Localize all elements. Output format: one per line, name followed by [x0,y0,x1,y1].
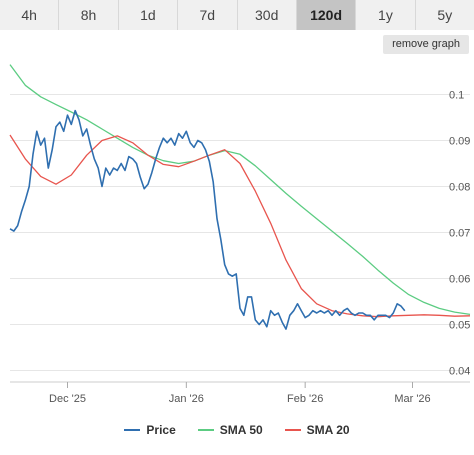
legend-item-sma50[interactable]: SMA 50 [197,420,263,440]
tab-4h[interactable]: 4h [0,0,60,30]
tab-30d[interactable]: 30d [237,0,297,30]
y-tick-label: 0.08 [449,182,470,194]
chart-legend: Price SMA 50 SMA 20 [0,420,474,440]
y-tick-label: 0.09 [449,136,470,148]
tab-5y[interactable]: 5y [415,0,474,30]
tab-1d[interactable]: 1d [118,0,179,30]
timeframe-tabs: 4h 8h 1d 7d 30d 120d 1y 5y [0,0,474,30]
legend-item-price[interactable]: Price [124,420,176,440]
x-tick-label: Mar '26 [394,393,430,405]
price-line [9,109,406,330]
legend-label-sma50: SMA 50 [219,423,263,437]
sma20-line [9,134,471,318]
tab-7d[interactable]: 7d [178,0,238,30]
x-tick-label: Jan '26 [169,393,204,405]
y-tick-label: 0.06 [449,274,470,286]
legend-swatch-sma20 [284,429,301,431]
y-tick-label: 0.1 [449,90,464,102]
legend-label-sma20: SMA 20 [306,423,350,437]
y-tick-label: 0.07 [449,228,470,240]
tab-120d[interactable]: 120d [296,0,357,30]
tab-1y[interactable]: 1y [356,0,416,30]
legend-item-sma20[interactable]: SMA 20 [284,420,350,440]
sma50-line [9,64,471,316]
legend-swatch-sma50 [197,429,214,431]
y-tick-label: 0.04 [449,366,470,378]
remove-graph-button[interactable]: remove graph [383,35,469,54]
legend-label-price: Price [146,423,176,437]
x-tick-label: Feb '26 [287,393,323,405]
y-tick-label: 0.05 [449,320,470,332]
x-tick-label: Dec '25 [49,393,86,405]
tab-8h[interactable]: 8h [59,0,119,30]
legend-swatch-price [124,429,141,431]
